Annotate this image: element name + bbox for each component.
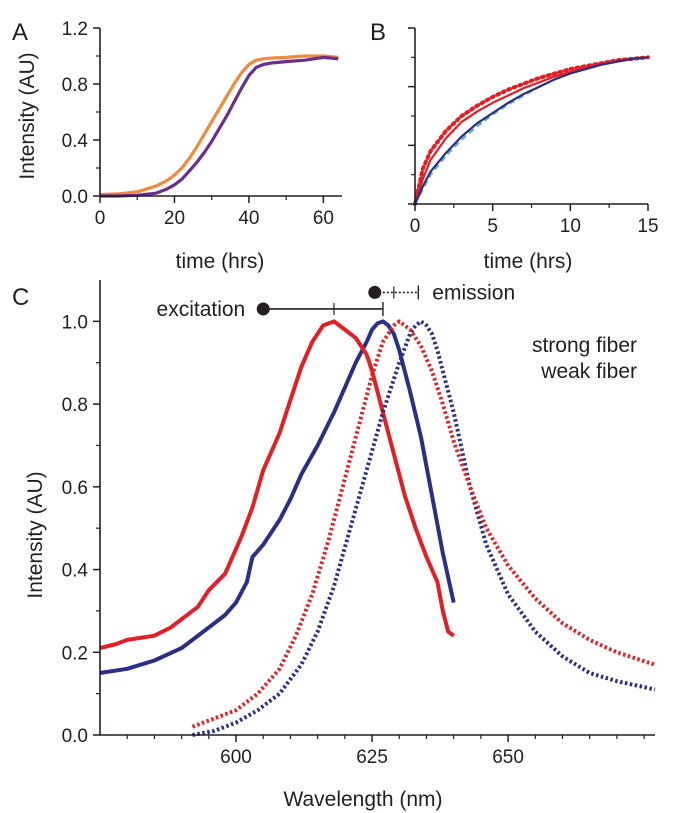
emission-marker bbox=[368, 285, 382, 299]
panel-a-ticks: 0 20 40 60 0.0 0.4 0.8 1.2 bbox=[62, 19, 334, 229]
panel-a-frame bbox=[99, 28, 342, 197]
panel-a-y-tick-label-2: 0.8 bbox=[62, 75, 88, 96]
panel-a-series-0-line bbox=[99, 54, 339, 197]
panel-b-x-tick-label-0: 0 bbox=[410, 216, 421, 237]
panel-c-series-3-line bbox=[191, 319, 656, 729]
panel-b-series-3-line bbox=[413, 56, 649, 205]
chart-panel-a: 0 20 40 60 0.0 0.4 0.8 1.2 time (hrs) Intensity… bbox=[16, 19, 342, 273]
panel-c-annotations: excitation emission bbox=[157, 281, 516, 321]
panel-c-y-tick-label-0: 0.0 bbox=[62, 726, 88, 747]
panel-b-series-layer bbox=[413, 55, 650, 206]
panel-c-series-2-line bbox=[192, 319, 656, 737]
legend-weak-fiber: weak fiber bbox=[540, 360, 637, 383]
panel-c-x-tick-label-1: 625 bbox=[356, 747, 388, 768]
panel-b-x-tick-label-1: 5 bbox=[487, 216, 498, 237]
panel-c-y-tick-label-5: 1.0 bbox=[62, 312, 88, 333]
chart-panel-b: 0 5 10 15 time (hrs) bbox=[408, 27, 659, 273]
panel-c-y-axis-label: Intensity (AU) bbox=[24, 471, 47, 598]
panel-a-x-tick-label-0: 0 bbox=[95, 208, 106, 229]
chart-panel-c: 600 625 650 0.0 0.2 0.4 0.6 0.8 1.0 excitation em… bbox=[24, 280, 656, 811]
panel-b-x-tick-label-2: 10 bbox=[560, 216, 581, 237]
panel-c-x-tick-label-2: 650 bbox=[492, 747, 524, 768]
panel-b-frame bbox=[414, 28, 648, 205]
panel-a-x-axis-label: time (hrs) bbox=[176, 250, 265, 273]
panel-c-y-tick-label-3: 0.6 bbox=[62, 478, 88, 499]
panel-c-x-tick-label-0: 600 bbox=[220, 747, 252, 768]
panel-c-y-tick-label-4: 0.8 bbox=[62, 395, 88, 416]
panel-b-x-axis-label: time (hrs) bbox=[484, 250, 573, 273]
panel-c-series-0-line bbox=[99, 319, 456, 675]
panel-letter-c: C bbox=[12, 284, 29, 311]
panel-a-y-axis-label: Intensity (AU) bbox=[16, 52, 39, 179]
panel-a-series-layer bbox=[99, 54, 339, 198]
panel-a-y-tick-label-3: 1.2 bbox=[62, 19, 88, 40]
panel-b-series-0-line bbox=[413, 55, 650, 206]
panel-b-x-tick-label-3: 15 bbox=[637, 216, 658, 237]
panel-letter-b: B bbox=[370, 19, 386, 46]
panel-c-y-tick-label-2: 0.4 bbox=[62, 561, 89, 582]
panel-a-x-tick-label-1: 20 bbox=[164, 208, 185, 229]
panel-a-y-tick-label-0: 0.0 bbox=[62, 187, 88, 208]
panel-c-x-axis-label: Wavelength (nm) bbox=[283, 788, 442, 811]
panel-a-x-tick-label-2: 40 bbox=[238, 208, 259, 229]
panel-letter-a: A bbox=[12, 19, 28, 46]
emission-label: emission bbox=[432, 281, 515, 304]
panel-c-series-1-line bbox=[99, 319, 455, 651]
excitation-marker bbox=[256, 302, 270, 316]
panel-c-ticks: 600 625 650 0.0 0.2 0.4 0.6 0.8 1.0 bbox=[62, 312, 645, 768]
panel-a-series-1-line bbox=[100, 55, 339, 198]
panel-a-y-tick-label-1: 0.4 bbox=[62, 131, 89, 152]
excitation-label: excitation bbox=[157, 298, 246, 321]
legend-strong-fiber: strong fiber bbox=[532, 334, 637, 357]
panel-b-ticks: 0 5 10 15 bbox=[408, 27, 659, 237]
panel-c-series-layer bbox=[99, 319, 656, 737]
panel-c-y-tick-label-1: 0.2 bbox=[62, 643, 88, 664]
panel-a-x-tick-label-3: 60 bbox=[313, 208, 334, 229]
